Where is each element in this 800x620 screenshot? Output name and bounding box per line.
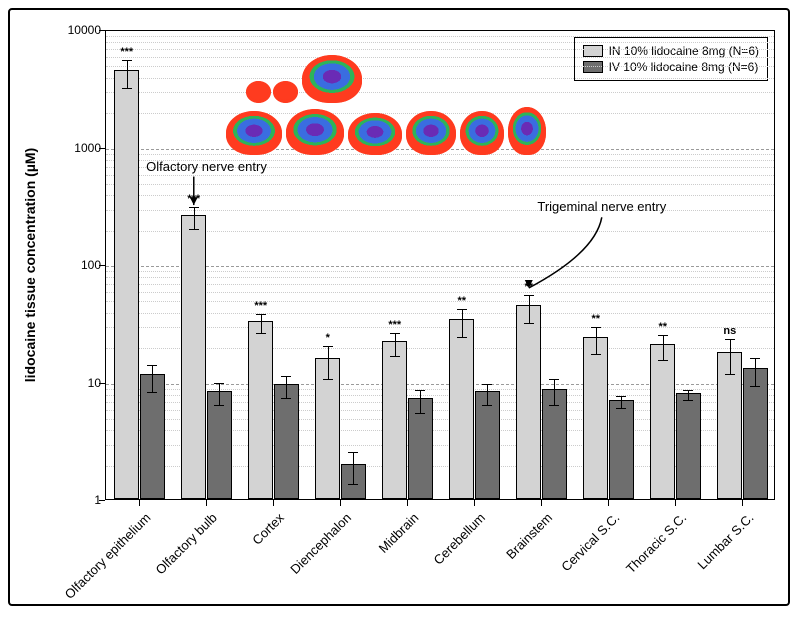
- brain-slice: [348, 113, 402, 155]
- significance-label: **: [658, 321, 667, 333]
- bar: [248, 321, 273, 499]
- significance-label: ***: [120, 46, 133, 58]
- x-tick-label: Cervical S.C.: [558, 510, 622, 574]
- bar: [650, 344, 675, 499]
- x-tick-labels: Olfactory epitheliumOlfactory bulbCortex…: [105, 500, 775, 620]
- x-tick-label: Diencephalon: [287, 510, 354, 577]
- brain-slice: [508, 107, 546, 155]
- y-tick-label: 100: [81, 258, 101, 272]
- x-tick-label: Thoracic S.C.: [623, 510, 689, 576]
- x-tick-label: Cerebellum: [430, 510, 488, 568]
- y-tick-label: 10000: [68, 23, 101, 37]
- significance-label: ***: [254, 300, 267, 312]
- bar: [475, 391, 500, 499]
- legend-label: IN 10% lidocaine 8mg (N=6): [609, 44, 759, 58]
- annotation-label: Trigeminal nerve entry: [537, 199, 666, 214]
- annotation-label: Olfactory nerve entry: [146, 159, 267, 174]
- bar: [274, 384, 299, 499]
- brain-slice: [406, 111, 456, 155]
- x-tick-label: Midbrain: [375, 510, 421, 556]
- brain-slice: [286, 109, 344, 155]
- significance-label: *: [326, 332, 330, 344]
- bar: [516, 305, 541, 499]
- bar: [449, 319, 474, 499]
- x-tick-label: Olfactory bulb: [153, 510, 220, 577]
- brain-slice: [226, 111, 282, 155]
- brain-image-row: [226, 107, 546, 155]
- bar: [140, 374, 165, 499]
- x-tick-label: Cortex: [249, 510, 287, 548]
- legend: IN 10% lidocaine 8mg (N=6)IV 10% lidocai…: [574, 37, 768, 81]
- y-tick-labels: 110100100010000: [10, 30, 105, 500]
- x-tick-label: Brainstem: [503, 510, 555, 562]
- significance-label: ***: [388, 319, 401, 331]
- brain-slice: [460, 111, 504, 155]
- legend-row: IN 10% lidocaine 8mg (N=6): [583, 44, 759, 58]
- bar: [609, 400, 634, 499]
- significance-label: ***: [187, 193, 200, 205]
- x-tick-label: Lumbar S.C.: [694, 510, 756, 572]
- bar: [743, 368, 768, 499]
- brain-image-row: [246, 55, 362, 103]
- bar: [181, 215, 206, 499]
- x-tick-label: Olfactory epithelium: [61, 510, 153, 602]
- brain-slice: [302, 55, 362, 103]
- chart-frame: lidocaine tissue concentration (µM) 1101…: [8, 8, 790, 606]
- bar: [583, 337, 608, 499]
- brain-slice: [246, 81, 298, 103]
- significance-label: **: [457, 295, 466, 307]
- plot-area: IN 10% lidocaine 8mg (N=6)IV 10% lidocai…: [105, 30, 775, 500]
- significance-label: **: [524, 281, 533, 293]
- bar: [382, 341, 407, 499]
- significance-label: **: [591, 313, 600, 325]
- significance-label: ns: [723, 325, 736, 337]
- bar: [676, 393, 701, 499]
- y-tick-label: 1000: [74, 141, 101, 155]
- bar: [114, 70, 139, 499]
- bar: [207, 391, 232, 499]
